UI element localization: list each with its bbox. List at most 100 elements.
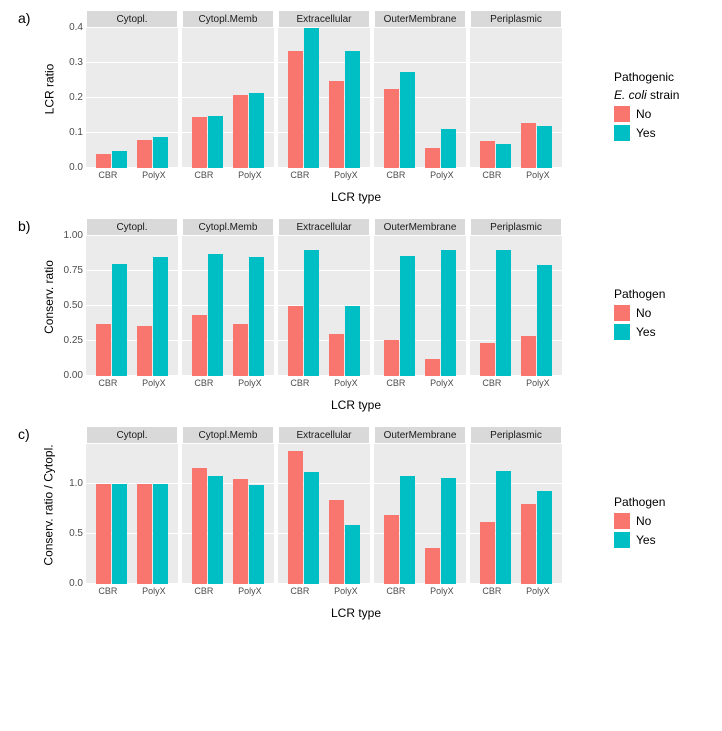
facet-panel: PeriplasmicCBRPolyX [470,218,562,388]
plot-area [470,236,562,376]
plot-area [278,444,370,584]
plot-area [86,444,178,584]
x-axis-label: LCR type [116,606,596,620]
plot-area [182,236,274,376]
facet-panel: PeriplasmicCBRPolyX [470,10,562,180]
legend-item: Yes [614,125,679,141]
x-tick-label: CBR [482,170,501,180]
facet-panel: OuterMembraneCBRPolyX [374,426,466,596]
y-tick-label: 0.4 [69,22,83,33]
bar [521,336,536,376]
bar [441,129,456,168]
bar [441,478,456,584]
facet-panel: Cytopl.CBRPolyX [86,10,178,180]
bar [153,257,168,376]
x-ticks: CBR PolyX [278,168,370,180]
x-tick-label: CBR [482,586,501,596]
x-tick-label: PolyX [526,170,550,180]
facet-panel: PeriplasmicCBRPolyX [470,426,562,596]
x-ticks: CBRPolyX [374,584,466,596]
gridline [86,62,178,63]
x-tick-label: PolyX [142,170,166,180]
chart-row-c: c)Conserv. ratio / Cytopl.0.00.51.0Cytop… [10,426,712,620]
bar [384,340,399,376]
bar [153,137,168,169]
y-tick-label: 0.00 [64,370,83,381]
bar [304,472,319,584]
subplot-label: a) [10,10,40,26]
facet-strip: Cytopl. [86,218,178,236]
bar [208,476,223,584]
legend: PathogenicE. coli strainNoYes [614,70,679,144]
legend-title: Pathogenic [614,70,679,84]
facet-panels: Cytopl.CBRPolyXCytopl.MembCBRPolyXExtrac… [86,426,562,596]
y-tick-label: 0.0 [69,162,83,173]
y-ticks: 0.00.10.20.30.4 [58,10,86,168]
facet-panel: Cytopl.CBRPolyX [86,426,178,596]
bar [329,81,344,169]
legend-swatch [614,532,630,548]
facet-panel: OuterMembraneCBRPolyX [374,10,466,180]
legend-label: Yes [636,533,656,547]
subplot-label: b) [10,218,40,234]
bar [345,525,360,584]
x-tick-label: CBR [98,586,117,596]
facet-strip: Cytopl. [86,10,178,28]
y-tick-label: 0.50 [64,300,83,311]
bar [96,324,111,377]
bar [137,140,152,168]
plot-area [278,236,370,376]
y-axis-label: Conserv. ratio [42,260,56,334]
legend-item: No [614,513,665,529]
y-tick-label: 0.5 [69,528,83,539]
bar [208,116,223,169]
bar [345,51,360,168]
x-ticks: CBRPolyX [374,168,466,180]
chart-block: Conserv. ratio / Cytopl.0.00.51.0Cytopl.… [40,426,596,620]
facet-strip: Cytopl. [86,426,178,444]
x-tick-label: PolyX [334,170,358,180]
x-tick-label: CBR [386,170,405,180]
legend: PathogenNoYes [614,287,665,343]
y-ticks: 0.000.250.500.751.00 [58,218,86,376]
bar [480,343,495,376]
legend-title: Pathogen [614,495,665,509]
bar [496,250,511,376]
chart-block: Conserv. ratio 0.00 0.25 0.50 0.75 1.00Cytopl… [40,218,596,412]
x-ticks: CBRPolyX [278,376,370,388]
bar [288,306,303,376]
bar [288,51,303,168]
x-tick-label: CBR [194,586,213,596]
facet-strip: Cytopl.Memb [182,10,274,28]
legend-swatch [614,513,630,529]
bar [480,522,495,584]
plot-area [374,28,466,168]
bar [425,148,440,168]
x-tick-label: PolyX [430,378,454,388]
gridline [278,270,370,271]
plot-area [278,28,370,168]
chart-row-b: b) Conserv. ratio 0.00 0.25 0.50 0.75 1.00Cyto… [10,218,712,412]
chart-block: LCR ratio0.00.10.20.30.4Cytopl.CBRPolyXC… [40,10,596,204]
facet-panel: ExtracellularCBRPolyX [278,10,370,180]
bar [137,484,152,584]
legend-item: Yes [614,532,665,548]
y-tick-label: 0.75 [64,265,83,276]
legend-swatch [614,125,630,141]
y-tick-label: 0.3 [69,57,83,68]
bar [329,500,344,584]
bar [329,334,344,376]
facet-panel: ExtracellularCBRPolyX [278,426,370,596]
y-tick-label: 0.25 [64,335,83,346]
x-ticks: CBR PolyX [470,168,562,180]
chart-row-a: a)LCR ratio0.00.10.20.30.4Cytopl.CBRPoly… [10,10,712,204]
legend-swatch [614,305,630,321]
y-ticks: 0.00.51.0 [58,426,86,584]
bar [400,72,415,168]
x-tick-label: PolyX [526,586,550,596]
bar [112,264,127,376]
y-tick-label: 1.00 [64,230,83,241]
gridline [470,483,562,484]
x-tick-label: CBR [290,170,309,180]
bar [537,491,552,584]
